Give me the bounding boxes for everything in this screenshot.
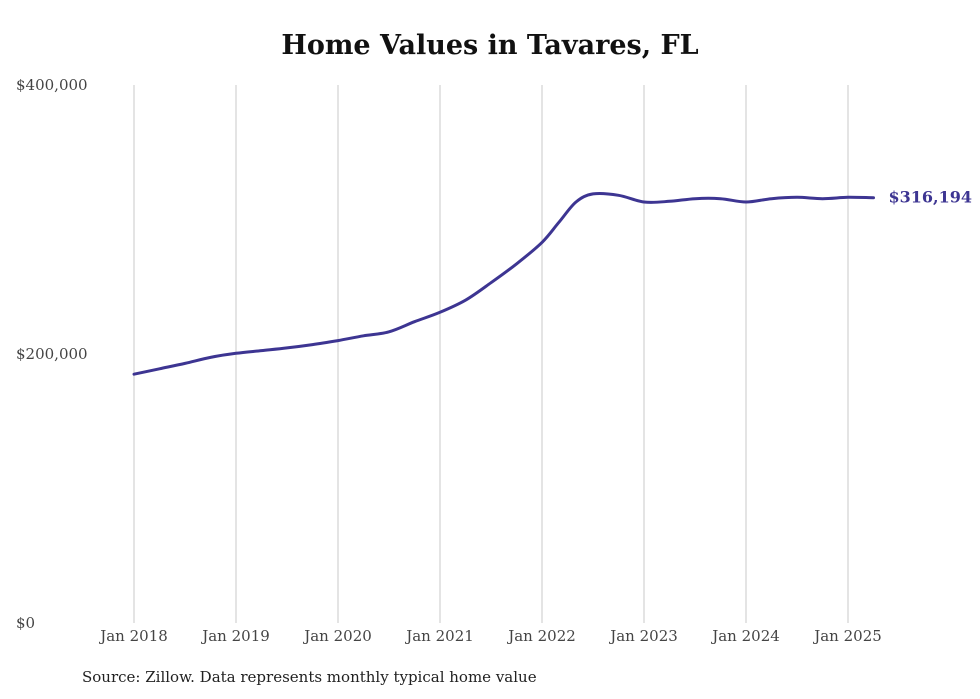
y-tick-label: $0: [16, 614, 35, 632]
chart-title: Home Values in Tavares, FL: [281, 30, 699, 61]
x-axis-ticks: Jan 2018 Jan 2019 Jan 2020 Jan 2021 Jan 2022…: [98, 627, 882, 645]
x-tick-label: Jan 2018: [98, 627, 168, 645]
end-label-layer: $316,194: [889, 188, 973, 207]
x-tick-label: Jan 2024: [710, 627, 780, 645]
x-tick-label: Jan 2020: [302, 627, 372, 645]
y-tick-label: $400,000: [16, 76, 88, 94]
y-axis-ticks: $400,000 $200,000 $0: [16, 76, 88, 632]
series-layer: [132, 191, 875, 376]
series-line: [132, 191, 875, 376]
end-value-label: $316,194: [889, 188, 973, 207]
y-tick-label: $200,000: [16, 345, 88, 363]
x-tick-label: Jan 2025: [812, 627, 882, 645]
x-tick-label: Jan 2019: [200, 627, 270, 645]
x-tick-label: Jan 2022: [506, 627, 576, 645]
source-note: Source: Zillow. Data represents monthly …: [82, 668, 537, 686]
x-tick-label: Jan 2023: [608, 627, 678, 645]
x-tick-label: Jan 2021: [404, 627, 474, 645]
